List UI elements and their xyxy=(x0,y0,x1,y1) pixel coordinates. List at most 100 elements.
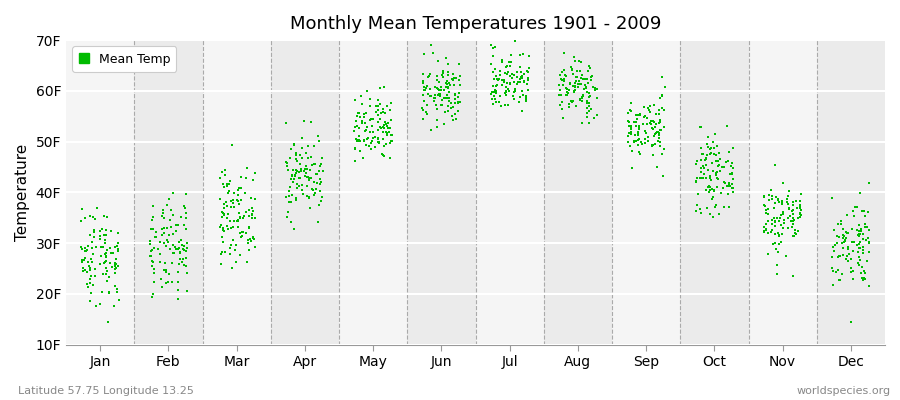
Point xyxy=(429,101,444,108)
Point xyxy=(248,244,263,250)
Point xyxy=(638,127,652,134)
Point xyxy=(445,113,459,119)
Point xyxy=(788,230,803,237)
Point xyxy=(352,110,366,116)
Point xyxy=(690,158,705,164)
Point xyxy=(352,138,366,144)
Point xyxy=(302,177,316,183)
Point xyxy=(213,260,228,267)
Point xyxy=(717,204,732,210)
Point xyxy=(554,69,569,75)
Point xyxy=(241,207,256,214)
Point xyxy=(79,248,94,254)
Point xyxy=(829,269,843,275)
Point xyxy=(144,258,158,264)
Point xyxy=(300,183,314,190)
Point xyxy=(351,110,365,116)
Point xyxy=(571,84,585,90)
Point xyxy=(712,150,726,156)
Point xyxy=(438,80,453,86)
Point xyxy=(76,268,90,274)
Point xyxy=(706,187,721,194)
Point xyxy=(573,96,588,102)
Point xyxy=(573,81,588,87)
Point xyxy=(81,243,95,250)
Point xyxy=(709,172,724,178)
Point xyxy=(111,240,125,246)
Point xyxy=(442,98,456,104)
Point xyxy=(770,262,785,268)
Point xyxy=(576,92,590,98)
Point xyxy=(791,214,806,221)
Point xyxy=(103,260,117,266)
Point xyxy=(707,204,722,210)
Point xyxy=(437,95,452,101)
Point xyxy=(168,246,183,252)
Point xyxy=(153,276,167,282)
Point xyxy=(658,84,672,90)
Point xyxy=(301,174,315,180)
Point xyxy=(559,91,573,98)
Point xyxy=(842,258,856,265)
Point xyxy=(172,245,186,252)
Point xyxy=(853,244,868,251)
Point xyxy=(169,227,184,234)
Point xyxy=(557,50,572,56)
Point xyxy=(630,116,644,122)
Point xyxy=(562,86,576,93)
Point xyxy=(293,152,308,158)
Point xyxy=(793,210,807,216)
Point xyxy=(499,64,513,70)
Point xyxy=(225,224,239,230)
Point xyxy=(629,112,643,118)
Point xyxy=(310,133,325,140)
Point xyxy=(850,242,864,248)
Point xyxy=(645,118,660,124)
Point xyxy=(774,238,788,245)
Point xyxy=(94,289,109,295)
Point xyxy=(441,85,455,92)
Point xyxy=(557,76,572,82)
Point xyxy=(701,167,716,173)
Point xyxy=(846,276,860,282)
Point xyxy=(242,224,256,230)
Point xyxy=(415,78,429,84)
Point xyxy=(833,277,848,284)
Point xyxy=(772,241,787,248)
Point xyxy=(859,236,873,243)
Point xyxy=(510,81,525,87)
Point xyxy=(580,68,595,74)
Point xyxy=(452,61,466,68)
Point xyxy=(363,103,377,110)
Point xyxy=(441,69,455,75)
Point xyxy=(845,208,859,214)
Point xyxy=(836,252,850,258)
Point xyxy=(111,229,125,236)
Point xyxy=(220,183,235,189)
Point xyxy=(652,116,667,123)
Point xyxy=(786,273,800,279)
Point xyxy=(381,125,395,131)
Point xyxy=(701,144,716,150)
Point xyxy=(645,142,660,148)
Point xyxy=(109,264,123,271)
Point xyxy=(574,81,589,88)
Point xyxy=(492,93,507,99)
Point xyxy=(521,53,535,59)
Point xyxy=(86,226,101,233)
Point xyxy=(832,252,846,259)
Point xyxy=(652,129,666,136)
Point xyxy=(785,224,799,230)
Point xyxy=(764,187,778,194)
Point xyxy=(563,80,578,86)
Point xyxy=(238,230,253,236)
Point xyxy=(227,190,241,196)
Point xyxy=(216,227,230,233)
Point xyxy=(171,222,185,228)
Point xyxy=(555,105,570,112)
Point xyxy=(488,87,502,93)
Point xyxy=(565,71,580,78)
Point xyxy=(708,202,723,208)
Point xyxy=(572,67,587,74)
Point xyxy=(576,76,590,83)
